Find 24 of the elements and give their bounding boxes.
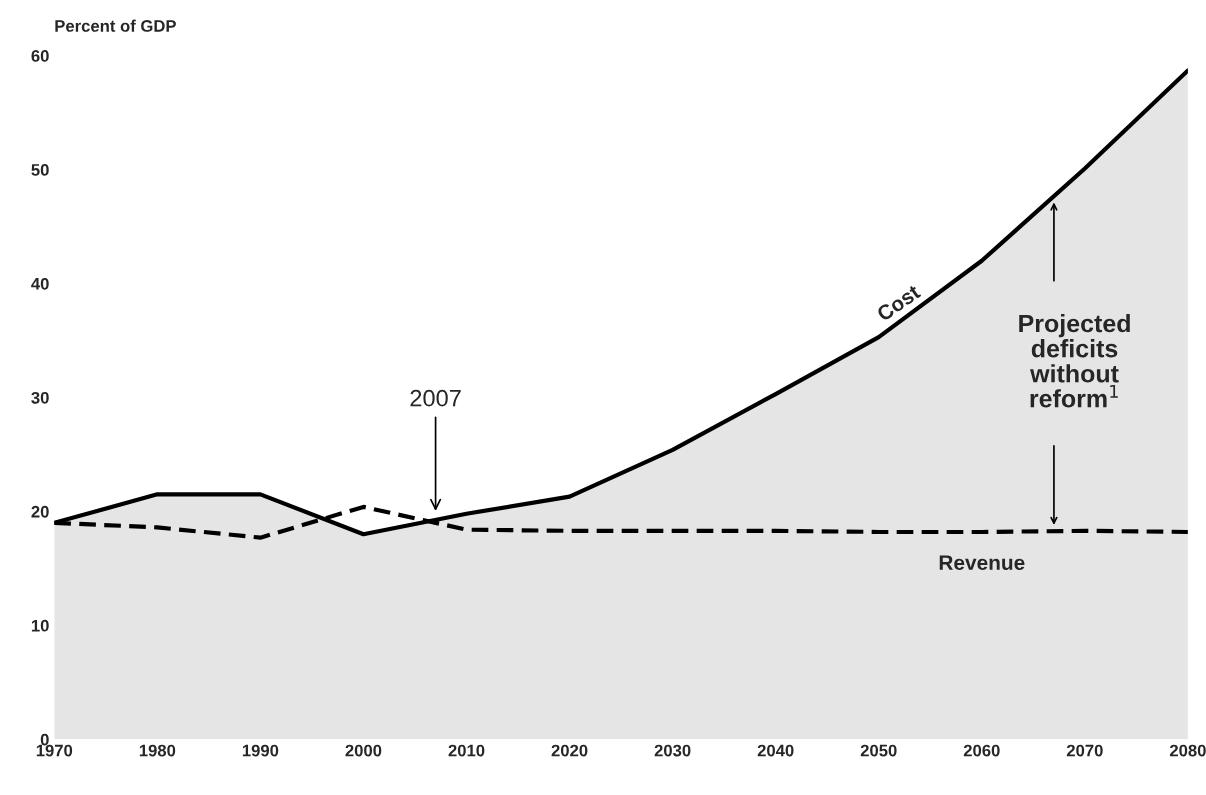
x-tick-label: 1990 [242, 744, 279, 757]
x-tick-label: 2040 [757, 744, 794, 757]
y-tick-label: 60 [31, 50, 49, 62]
x-tick-label: 1970 [36, 744, 73, 757]
y-tick-label: 30 [31, 391, 49, 404]
y-axis-title: Percent of GDP [55, 19, 176, 32]
x-tick-label: 2000 [345, 744, 382, 757]
y-tick-label: 10 [31, 619, 49, 632]
x-tick-label: 2080 [1169, 744, 1206, 757]
text: Cost [875, 283, 922, 322]
annotation: 2007 [410, 389, 461, 407]
x-tick-label: 2010 [448, 744, 485, 757]
annotation: Projected deficits without reform$^{1}$ [1019, 313, 1130, 408]
x-tick-label: 2060 [963, 744, 1000, 757]
x-tick-label: 2020 [551, 744, 588, 757]
x-tick-label: 2030 [654, 744, 691, 757]
x-tick-label: 1980 [139, 744, 176, 757]
x-tick-label: 2070 [1066, 744, 1103, 757]
y-tick-label: 40 [31, 277, 49, 290]
y-tick-label: 50 [31, 164, 49, 176]
y-tick-label: 20 [31, 505, 49, 518]
y-tick-label: 0 [40, 733, 49, 746]
x-tick-label: 2050 [860, 744, 897, 757]
series-label: Revenue [939, 555, 1025, 571]
